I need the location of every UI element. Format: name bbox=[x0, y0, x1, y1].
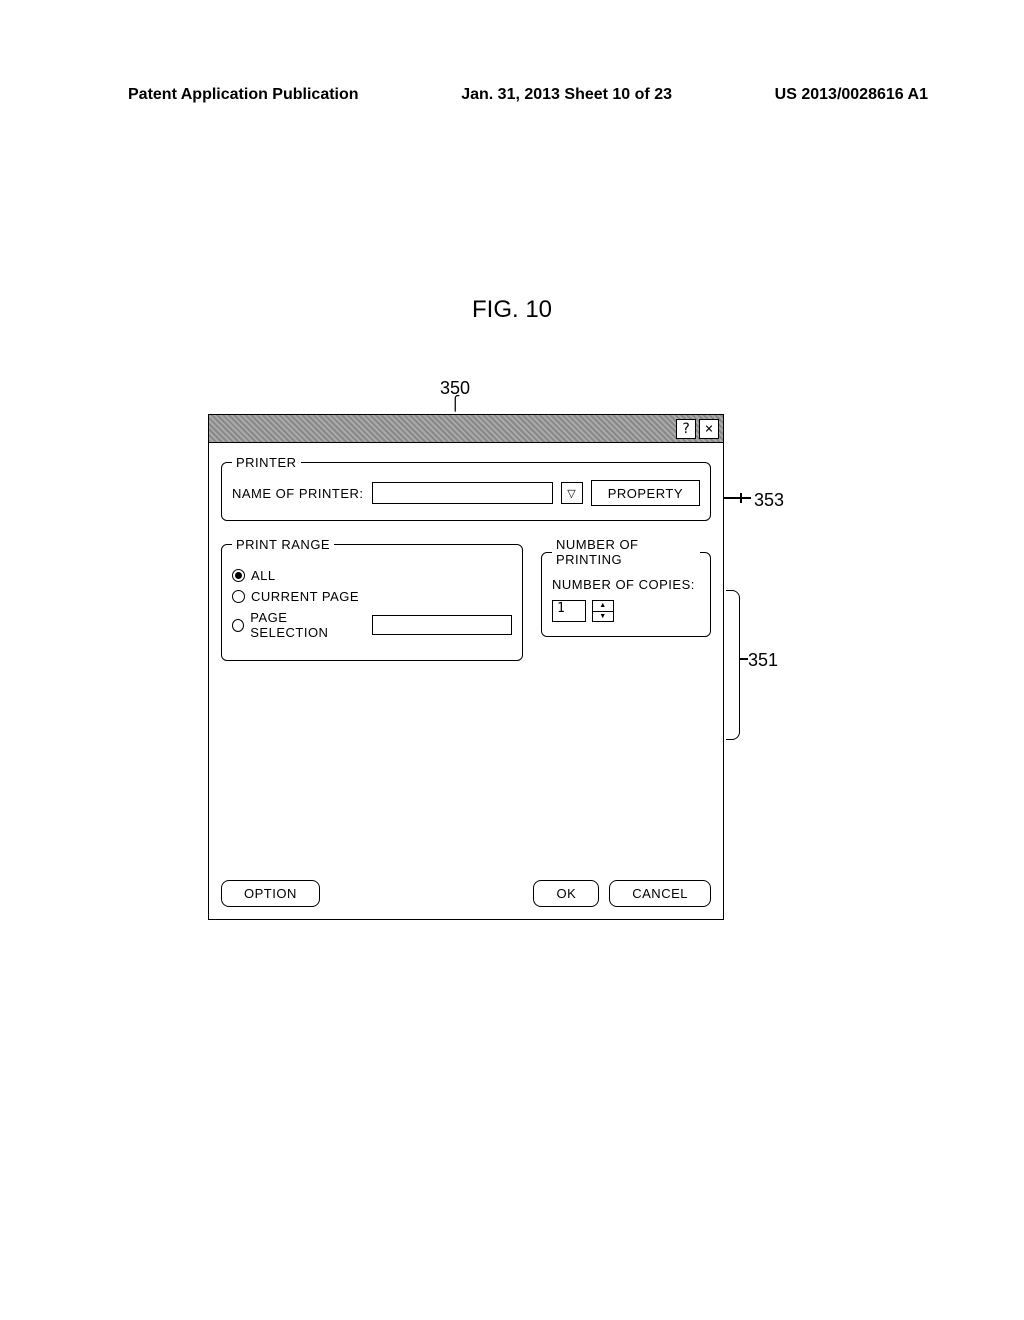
radio-dot-icon bbox=[235, 572, 242, 579]
close-icon: × bbox=[705, 421, 713, 437]
bottom-button-row: OPTION OK CANCEL bbox=[221, 880, 711, 907]
radio-current bbox=[232, 590, 245, 603]
print-range-legend: PRINT RANGE bbox=[232, 537, 334, 552]
callout-351-bracket bbox=[726, 590, 740, 740]
spinner-down-icon: ▼ bbox=[593, 612, 613, 622]
right-buttons: OK CANCEL bbox=[533, 880, 711, 907]
figure-title: FIG. 10 bbox=[0, 296, 1024, 324]
ok-button[interactable]: OK bbox=[533, 880, 599, 907]
radio-row-all[interactable]: ALL bbox=[232, 568, 512, 583]
radio-row-pagesel[interactable]: PAGE SELECTION bbox=[232, 610, 512, 640]
printer-group: PRINTER NAME OF PRINTER: ▽ PROPERTY bbox=[221, 455, 711, 521]
callout-353: 353 bbox=[754, 490, 784, 511]
callout-353-tick bbox=[740, 493, 742, 503]
number-printing-group: NUMBER OF PRINTING NUMBER OF COPIES: 1 ▲… bbox=[541, 537, 711, 637]
printer-row: NAME OF PRINTER: ▽ PROPERTY bbox=[232, 480, 700, 506]
middle-row: PRINT RANGE ALL CURRENT PAGE PAGE SELECT… bbox=[221, 537, 711, 677]
cancel-button[interactable]: CANCEL bbox=[609, 880, 711, 907]
chevron-down-icon: ▽ bbox=[567, 487, 576, 500]
cancel-button-label: CANCEL bbox=[632, 886, 688, 901]
option-button[interactable]: OPTION bbox=[221, 880, 320, 907]
print-dialog: ? × PRINTER NAME OF PRINTER: ▽ PROPERTY … bbox=[208, 414, 724, 920]
printer-legend: PRINTER bbox=[232, 455, 301, 470]
property-button-label: PROPERTY bbox=[608, 486, 683, 501]
page-header: Patent Application Publication Jan. 31, … bbox=[128, 86, 928, 104]
copies-row: 1 ▲ ▼ bbox=[552, 600, 700, 622]
radio-all bbox=[232, 569, 245, 582]
callout-353-line bbox=[723, 497, 751, 499]
radio-row-current[interactable]: CURRENT PAGE bbox=[232, 589, 512, 604]
print-range-group: PRINT RANGE ALL CURRENT PAGE PAGE SELECT… bbox=[221, 537, 523, 661]
close-button[interactable]: × bbox=[699, 419, 719, 439]
radio-current-label: CURRENT PAGE bbox=[251, 589, 359, 604]
page-selection-input[interactable] bbox=[372, 615, 512, 635]
callout-350-bracket: ⎧ bbox=[450, 395, 461, 412]
titlebar: ? × bbox=[209, 415, 723, 443]
radio-pagesel-label: PAGE SELECTION bbox=[250, 610, 362, 640]
printer-dropdown-button[interactable]: ▽ bbox=[561, 482, 583, 504]
number-printing-legend: NUMBER OF PRINTING bbox=[552, 537, 700, 567]
copies-spinner[interactable]: ▲ ▼ bbox=[592, 600, 614, 622]
header-left: Patent Application Publication bbox=[128, 86, 359, 104]
property-button[interactable]: PROPERTY bbox=[591, 480, 700, 506]
ok-button-label: OK bbox=[556, 886, 576, 901]
help-button[interactable]: ? bbox=[676, 419, 696, 439]
callout-351: 351 bbox=[748, 650, 778, 671]
callout-351-nub bbox=[740, 658, 748, 660]
copies-label: NUMBER OF COPIES: bbox=[552, 577, 700, 592]
radio-pagesel bbox=[232, 619, 244, 632]
printer-name-input[interactable] bbox=[372, 482, 553, 504]
header-center: Jan. 31, 2013 Sheet 10 of 23 bbox=[461, 86, 672, 104]
dialog-body: PRINTER NAME OF PRINTER: ▽ PROPERTY PRIN… bbox=[209, 443, 723, 919]
help-icon: ? bbox=[682, 421, 690, 437]
option-button-label: OPTION bbox=[244, 886, 297, 901]
printer-name-label: NAME OF PRINTER: bbox=[232, 486, 364, 501]
header-right: US 2013/0028616 A1 bbox=[775, 86, 928, 104]
copies-input[interactable]: 1 bbox=[552, 600, 586, 622]
spinner-up-icon: ▲ bbox=[593, 601, 613, 612]
radio-all-label: ALL bbox=[251, 568, 276, 583]
